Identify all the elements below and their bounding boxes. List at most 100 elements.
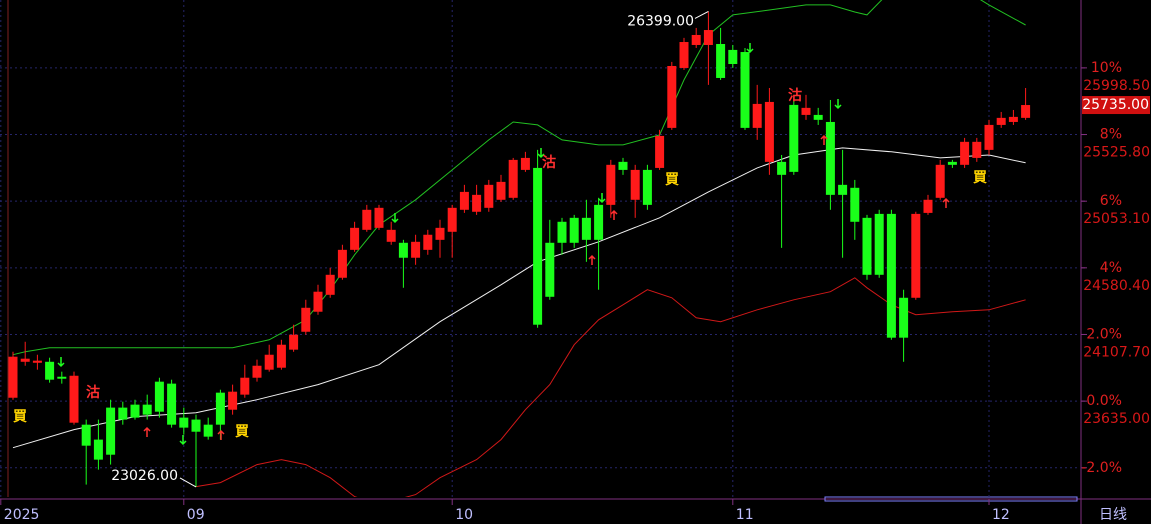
y2-tick-label: 0.0% bbox=[1086, 393, 1122, 409]
candle-body bbox=[57, 376, 67, 379]
candle-body bbox=[118, 407, 128, 420]
candle-body bbox=[606, 164, 616, 205]
signal-label: 買 bbox=[973, 170, 988, 186]
x-tick-label: 2025 bbox=[4, 507, 40, 523]
candle-body bbox=[545, 242, 555, 297]
candle-body bbox=[276, 344, 286, 368]
candle-body bbox=[447, 207, 457, 232]
signal-arrow bbox=[834, 99, 842, 110]
y-tick-label: 25525.80 bbox=[1083, 145, 1150, 161]
y2-tick-label: 6% bbox=[1100, 193, 1122, 209]
candle-body bbox=[130, 404, 140, 418]
candle-body bbox=[679, 42, 689, 68]
candle-body bbox=[972, 141, 982, 158]
signal-arrow bbox=[537, 148, 545, 159]
candle-body bbox=[691, 34, 701, 45]
signal-arrow bbox=[746, 43, 754, 54]
candle-body bbox=[813, 114, 823, 120]
band-line bbox=[12, 147, 1026, 449]
signal-label: 沽 bbox=[788, 87, 802, 104]
candle-body bbox=[740, 52, 750, 128]
candle-body bbox=[777, 161, 787, 175]
candle-body bbox=[886, 213, 896, 338]
candle-body bbox=[93, 439, 103, 460]
candle-body bbox=[32, 360, 42, 363]
candle-body bbox=[801, 107, 811, 115]
y-tick-label: 25998.50 bbox=[1083, 78, 1150, 94]
y-tick-label: 23635.00 bbox=[1083, 411, 1150, 427]
low-marker bbox=[179, 477, 197, 488]
candle-body bbox=[533, 167, 543, 325]
candle-body bbox=[337, 249, 347, 278]
y-tick-label: 24107.70 bbox=[1083, 344, 1150, 360]
candle-body bbox=[325, 274, 335, 295]
candle-body bbox=[240, 377, 250, 395]
candle-body bbox=[362, 209, 372, 230]
y-tick-label: 25053.10 bbox=[1083, 211, 1150, 227]
candle-body bbox=[923, 199, 933, 213]
candle-body bbox=[764, 101, 774, 162]
last-price-label: 25735.00 bbox=[1082, 97, 1149, 113]
candle-body bbox=[289, 334, 299, 350]
x-tick-label: 10 bbox=[455, 507, 473, 523]
signal-label: 沽 bbox=[86, 384, 100, 401]
candle-body bbox=[655, 135, 665, 168]
signal-arrow bbox=[598, 193, 606, 204]
candle-body bbox=[81, 424, 91, 446]
candle-body bbox=[838, 184, 848, 195]
candle-body bbox=[472, 194, 482, 212]
signal-arrow bbox=[588, 254, 596, 265]
x-tick-label: 09 bbox=[187, 507, 205, 523]
high-label: 26399.00 bbox=[627, 13, 694, 29]
candle-body bbox=[301, 307, 311, 332]
candle-body bbox=[167, 383, 177, 425]
candle-body bbox=[996, 117, 1006, 125]
signal-label: 買 bbox=[235, 424, 250, 440]
period-label: 日线 bbox=[1099, 507, 1127, 523]
candle-body bbox=[142, 404, 152, 415]
candle-body bbox=[594, 204, 604, 240]
candle-body bbox=[984, 124, 994, 150]
candle-body bbox=[411, 241, 421, 258]
y-tick-label: 24580.40 bbox=[1083, 278, 1150, 294]
candle-body bbox=[618, 161, 628, 170]
candle-body bbox=[569, 217, 579, 243]
candle-body bbox=[716, 43, 726, 78]
candle-body bbox=[789, 104, 799, 172]
signal-arrow bbox=[820, 134, 828, 145]
candle-body bbox=[862, 217, 872, 275]
candle-body bbox=[179, 417, 189, 428]
candle-body bbox=[642, 169, 652, 205]
candle-body bbox=[20, 358, 30, 362]
candle-body bbox=[203, 424, 213, 437]
candle-body bbox=[398, 242, 408, 258]
scrollbar[interactable] bbox=[824, 496, 1078, 502]
signal-arrow bbox=[57, 357, 65, 368]
candle-body bbox=[728, 49, 738, 65]
signal-arrow bbox=[143, 426, 151, 437]
candle-body bbox=[1021, 105, 1031, 118]
candle-body bbox=[508, 159, 518, 198]
candle-body bbox=[581, 217, 591, 240]
y2-tick-label: -2.0% bbox=[1081, 460, 1122, 476]
candle-body bbox=[960, 141, 970, 165]
plot-area bbox=[0, 0, 1080, 497]
candle-body bbox=[374, 207, 384, 228]
candle-body bbox=[350, 227, 360, 250]
y2-tick-label: 8% bbox=[1100, 127, 1122, 143]
candle-body bbox=[264, 354, 274, 370]
signal-arrow bbox=[391, 213, 399, 224]
high-marker bbox=[694, 10, 709, 19]
candle-body bbox=[313, 291, 323, 312]
low-label: 23026.00 bbox=[111, 468, 178, 484]
candle-body bbox=[484, 184, 494, 208]
candle-body bbox=[154, 381, 164, 412]
candle-body bbox=[667, 65, 677, 128]
x-tick-label: 11 bbox=[736, 507, 754, 523]
signal-arrow bbox=[610, 209, 618, 220]
last-price-box bbox=[1082, 96, 1150, 115]
candle-body bbox=[386, 229, 396, 242]
signal-label: 沽 bbox=[542, 154, 556, 171]
